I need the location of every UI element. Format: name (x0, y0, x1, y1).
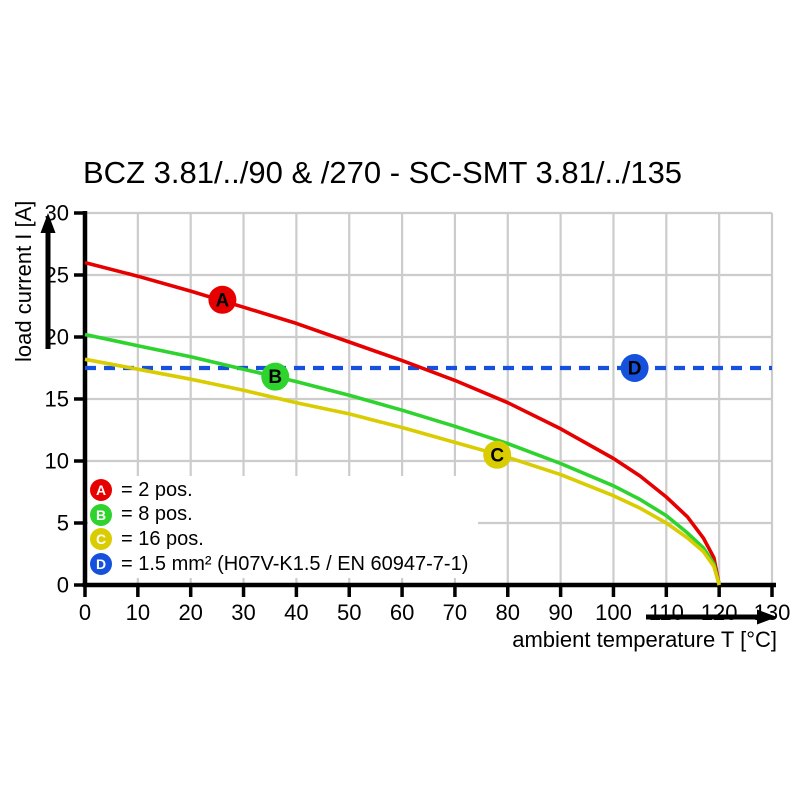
legend-item-d: D = 1.5 mm² (H07V-K1.5 / EN 60947-7-1) (90, 552, 468, 577)
curve-markers: A B C D (208, 285, 649, 469)
y-tick-label-10: 10 (45, 449, 69, 474)
marker-B (261, 362, 290, 391)
marker-letter-C: C (490, 445, 504, 466)
x-tick-label-100: 100 (595, 600, 632, 625)
marker-letter-D: D (628, 359, 642, 380)
x-axis-arrow-icon (646, 609, 777, 625)
marker-C (483, 440, 512, 469)
x-tick-label-0: 0 (79, 600, 91, 625)
chart-title: BCZ 3.81/../90 & /270 - SC-SMT 3.81/../1… (83, 155, 683, 190)
marker-A (208, 285, 237, 314)
x-tick-label-60: 60 (390, 600, 414, 625)
grid-lines (85, 211, 774, 585)
legend-marker-icon-d: D (90, 553, 112, 576)
curve-B (84, 332, 721, 586)
y-axis-arrow-icon (40, 213, 56, 349)
x-tick-label-10: 10 (126, 600, 150, 625)
axis-ticks (74, 211, 774, 597)
legend: A = 2 pos. B = 8 pos. C = 16 pos. D = 1.5 mm² (… (88, 476, 479, 579)
x-axis-label: ambient temperature T [°C] (512, 627, 777, 652)
marker-D (620, 354, 649, 382)
legend-label-b: = 8 pos. (121, 503, 193, 526)
y-tick-label-5: 5 (57, 511, 69, 536)
y-tick-label-0: 0 (57, 573, 69, 598)
legend-label-a: = 2 pos. (121, 478, 193, 501)
x-tick-label-40: 40 (284, 600, 308, 625)
legend-label-c: = 16 pos. (121, 527, 204, 550)
y-tick-label-15: 15 (45, 387, 69, 412)
x-tick-label-50: 50 (337, 600, 361, 625)
marker-letter-A: A (216, 290, 230, 311)
legend-label-d: = 1.5 mm² (H07V-K1.5 / EN 60947-7-1) (121, 552, 469, 575)
x-tick-label-30: 30 (231, 600, 255, 625)
legend-marker-icon-a: A (90, 479, 112, 502)
legend-item-b: B = 8 pos. (90, 503, 468, 528)
x-tick-label-120: 120 (701, 600, 738, 625)
x-tick-label-20: 20 (178, 600, 202, 625)
x-tick-label-80: 80 (496, 600, 520, 625)
legend-item-c: C = 16 pos. (90, 527, 468, 552)
legend-item-a: A = 2 pos. (90, 478, 468, 503)
x-tick-label-70: 70 (443, 600, 467, 625)
x-tick-label-90: 90 (548, 600, 572, 625)
legend-marker-icon-c: C (90, 528, 112, 551)
x-tick-label-110: 110 (649, 600, 684, 625)
marker-letter-B: B (268, 367, 282, 388)
legend-marker-icon-b: B (90, 503, 112, 526)
